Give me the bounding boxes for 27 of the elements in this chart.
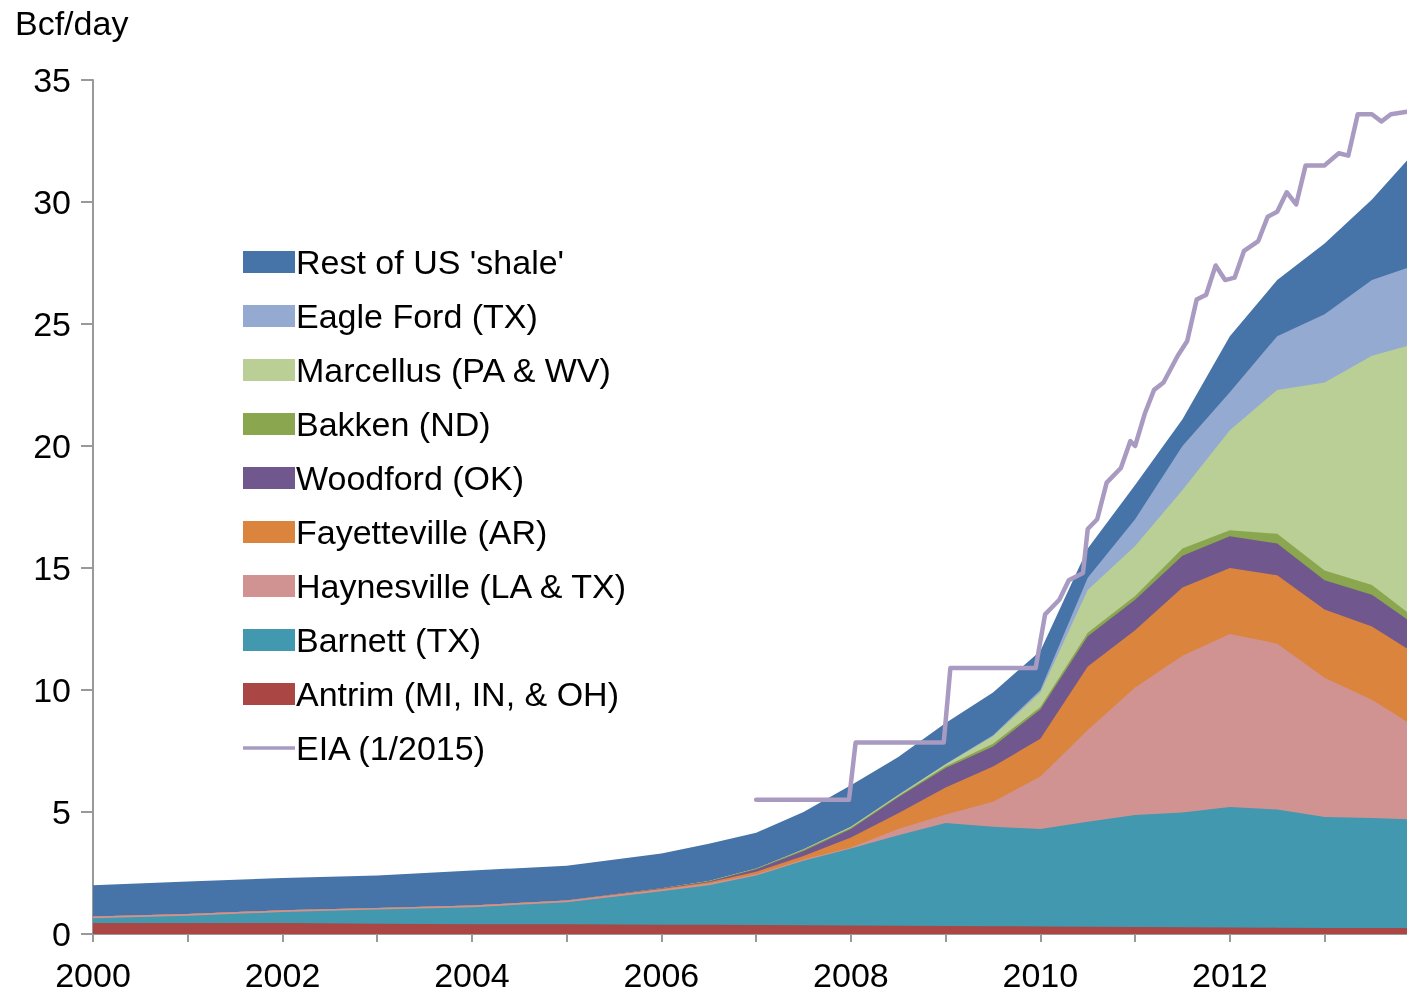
- legend-label: EIA (1/2015): [296, 729, 486, 767]
- legend-label: Marcellus (PA & WV): [296, 351, 611, 389]
- x-tick-label: 2006: [623, 956, 700, 994]
- x-tick-label: 2002: [244, 956, 321, 994]
- x-tick-label: 2004: [434, 956, 510, 994]
- line-series: [753, 109, 1407, 803]
- x-tick-label: 2010: [1002, 956, 1079, 994]
- x-tick-label: 2008: [813, 956, 889, 994]
- y-tick-label: 30: [33, 183, 71, 221]
- y-tick-label: 0: [52, 915, 71, 953]
- x-tick-label: 2000: [55, 956, 131, 994]
- legend-label: Fayetteville (AR): [296, 513, 548, 551]
- legend-label: Woodford (OK): [296, 459, 525, 497]
- legend-label: Barnett (TX): [296, 621, 482, 659]
- legend-label: Eagle Ford (TX): [296, 297, 538, 335]
- y-axis-title: Bcf/day: [15, 4, 129, 42]
- y-tick-label: 25: [33, 305, 71, 343]
- legend-label: Antrim (MI, IN, & OH): [296, 675, 619, 713]
- y-tick-label: 20: [33, 427, 71, 465]
- y-tick-label: 5: [52, 793, 71, 831]
- y-tick-label: 10: [33, 671, 71, 709]
- legend-label: Haynesville (LA & TX): [296, 567, 627, 605]
- y-tick-label: 35: [33, 61, 71, 99]
- x-tick-label: 2012: [1192, 956, 1268, 994]
- y-tick-label: 15: [33, 549, 71, 587]
- legend-label: Rest of US 'shale': [296, 243, 565, 281]
- legend-label: Bakken (ND): [296, 405, 491, 443]
